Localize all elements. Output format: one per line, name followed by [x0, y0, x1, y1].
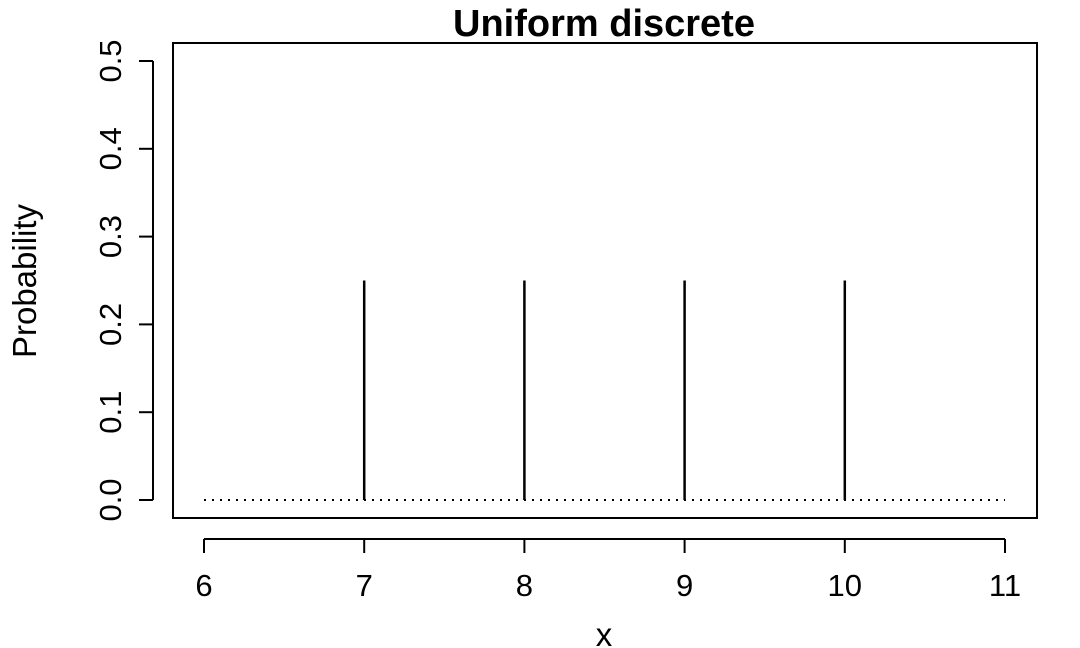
y-axis-label: Probability	[6, 203, 43, 358]
y-tick-label: 0.1	[93, 391, 128, 434]
x-tick-label: 11	[989, 568, 1021, 603]
y-tick-label: 0.2	[93, 303, 128, 346]
y-tick-label: 0.5	[93, 39, 128, 82]
x-tick-label: 10	[828, 568, 862, 603]
y-tick-label: 0.3	[93, 215, 128, 258]
x-tick-label: 8	[516, 568, 533, 603]
x-tick-label: 9	[676, 568, 693, 603]
y-tick-label: 0.4	[93, 127, 128, 170]
x-axis-label: x	[596, 616, 613, 648]
x-axis: 6 7 8 9 10 11	[195, 538, 1021, 603]
plot-frame	[172, 42, 1038, 519]
chart-title: Uniform discrete	[453, 3, 755, 45]
probability-bars	[362, 280, 847, 500]
x-tick-label: 7	[356, 568, 373, 603]
y-axis: 0.0 0.1 0.2 0.3 0.4 0.5	[93, 39, 154, 522]
x-tick-label: 6	[195, 568, 212, 603]
y-tick-label: 0.0	[93, 478, 128, 521]
